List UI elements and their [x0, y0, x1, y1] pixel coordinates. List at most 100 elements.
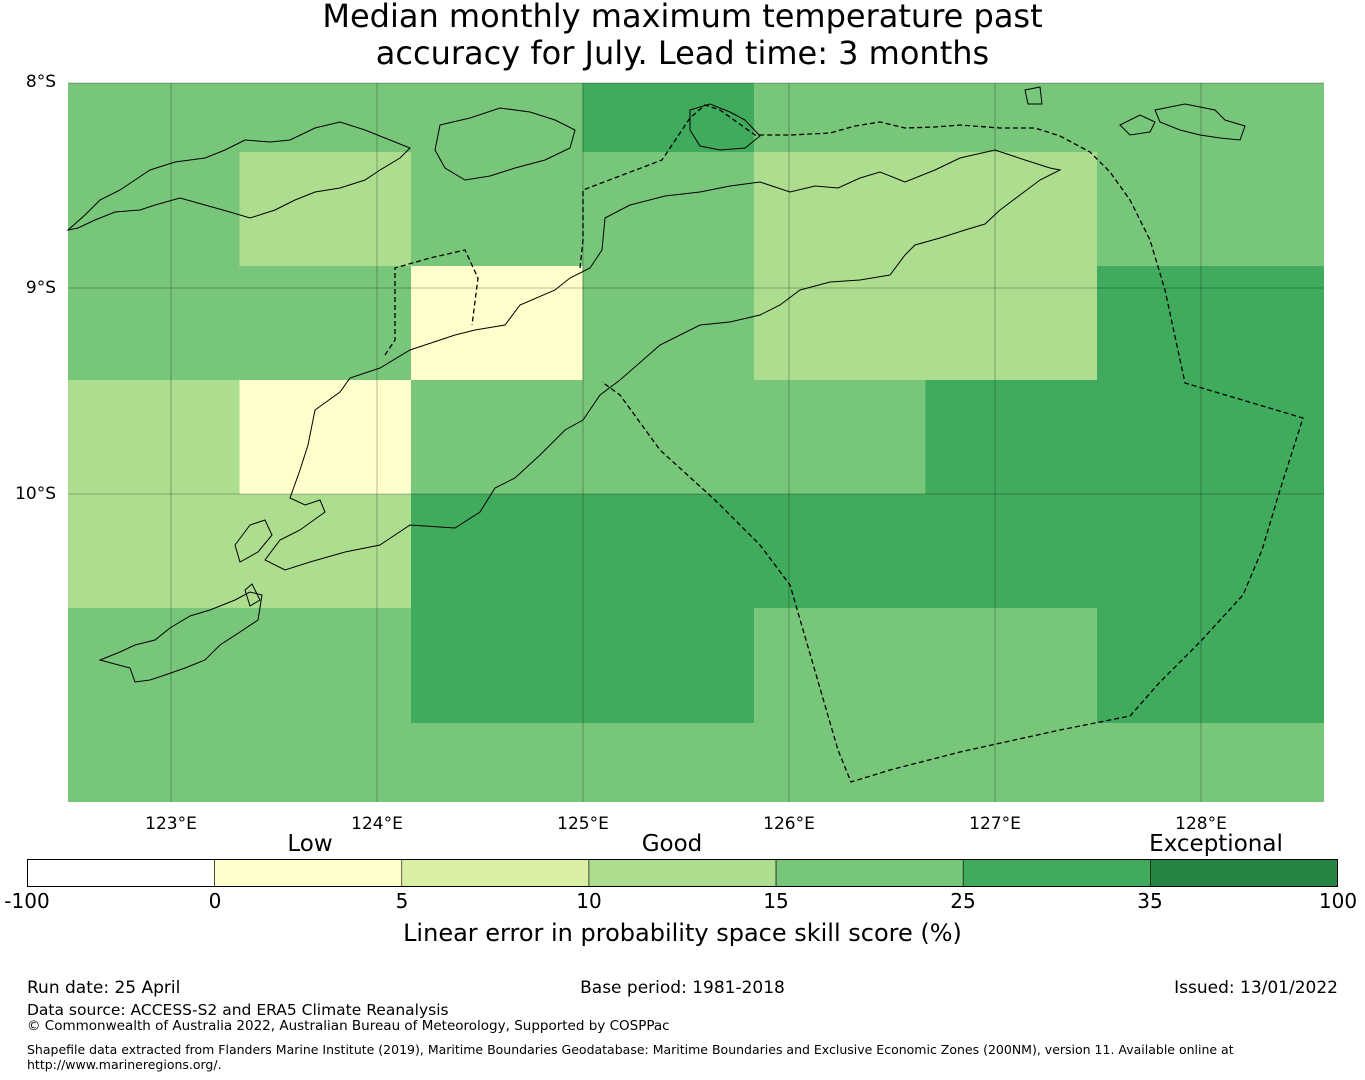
grid-cell	[754, 83, 926, 152]
lon-label-128E: 128°E	[1175, 814, 1227, 834]
grid-cell	[1097, 494, 1269, 608]
shapefile-credit-line-2: http://www.marineregions.org/.	[27, 1057, 222, 1072]
grid-cell	[582, 266, 754, 380]
lon-label-125E: 125°E	[557, 814, 609, 834]
colorbar-segment	[962, 859, 1151, 887]
category-label-exceptional: Exceptional	[1149, 831, 1283, 857]
grid-cell	[754, 266, 926, 380]
run-date: Run date: 25 April	[27, 978, 181, 998]
grid-cell	[411, 83, 583, 152]
lon-label-127E: 127°E	[969, 814, 1021, 834]
shapefile-credit-line-1: Shapefile data extracted from Flanders M…	[27, 1042, 1234, 1057]
grid-cell	[239, 494, 411, 608]
grid-cell	[239, 723, 411, 802]
base-period: Base period: 1981-2018	[580, 978, 785, 998]
grid-cell	[754, 152, 926, 266]
grid-cell	[68, 608, 240, 723]
colorbar	[27, 859, 1338, 887]
skill-grid-cells	[68, 83, 1324, 802]
colorbar-segment	[1150, 859, 1338, 887]
grid-cell	[68, 723, 240, 802]
grid-cell	[411, 723, 583, 802]
grid-cell	[68, 494, 240, 608]
coastlines	[66, 86, 1246, 683]
grid-cell	[582, 83, 754, 152]
grid-cell	[754, 723, 926, 802]
colorbar-segment	[588, 859, 777, 887]
grid-cell	[239, 608, 411, 723]
grid-cell	[1268, 266, 1324, 380]
colorbar-tick: 100	[1318, 889, 1358, 913]
eez-boundaries	[384, 104, 1304, 783]
map-title-line-2: accuracy for July. Lead time: 3 months	[375, 34, 990, 72]
grid-cell	[925, 494, 1097, 608]
east-islands-coast	[1024, 86, 1246, 141]
colorbar-tick: -100	[4, 889, 50, 913]
timor-island-coast	[264, 149, 1062, 571]
grid-cell	[239, 83, 411, 152]
grid-cell	[239, 380, 411, 494]
sawu-rote-coast	[234, 519, 273, 607]
colorbar-segment	[775, 859, 964, 887]
grid-cell	[754, 608, 926, 723]
colorbar-tick: 35	[1137, 889, 1163, 913]
colorbar-segment	[214, 859, 403, 887]
data-source: Data source: ACCESS-S2 and ERA5 Climate …	[27, 1001, 449, 1019]
lon-label-123E: 123°E	[145, 814, 197, 834]
grid-cell	[411, 266, 583, 380]
grid-cell	[1268, 152, 1324, 266]
grid-cell	[1097, 152, 1269, 266]
graticule	[68, 82, 1324, 802]
grid-cell	[68, 380, 240, 494]
grid-cell	[925, 723, 1097, 802]
grid-cell	[239, 266, 411, 380]
lon-label-126E: 126°E	[763, 814, 815, 834]
grid-cell	[1097, 266, 1269, 380]
grid-cell	[1268, 494, 1324, 608]
colorbar-tick: 15	[763, 889, 789, 913]
grid-cell	[582, 152, 754, 266]
lat-label-9S: 9°S	[25, 278, 56, 298]
category-label-low: Low	[287, 831, 333, 857]
grid-cell	[411, 152, 583, 266]
colorbar-tick: 0	[208, 889, 222, 913]
sumba-coast	[98, 591, 263, 683]
lat-label-8S: 8°S	[25, 72, 56, 92]
colorbar-segment	[401, 859, 590, 887]
grid-cell	[411, 608, 583, 723]
grid-cell	[925, 152, 1097, 266]
eez-boundary-oecusse	[384, 249, 479, 356]
grid-cell	[68, 152, 240, 266]
grid-cell	[582, 380, 754, 494]
grid-cell	[582, 723, 754, 802]
grid-cell	[239, 152, 411, 266]
colorbar-tick: 25	[950, 889, 976, 913]
eez-boundary-timor-leste	[579, 104, 1304, 783]
colorbar-tick: 5	[395, 889, 409, 913]
copyright-notice: © Commonwealth of Australia 2022, Austra…	[27, 1018, 670, 1034]
grid-cell	[68, 83, 240, 152]
grid-cell	[411, 380, 583, 494]
colorbar-title: Linear error in probability space skill …	[403, 919, 962, 947]
issued-date: Issued: 13/01/2022	[1174, 978, 1338, 998]
grid-cell	[1097, 380, 1269, 494]
grid-cell	[1097, 83, 1269, 152]
grid-cell	[754, 494, 926, 608]
map-title-line-1: Median monthly maximum temperature past	[322, 0, 1043, 35]
grid-cell	[925, 266, 1097, 380]
lat-label-10S: 10°S	[15, 484, 56, 504]
alor-coast	[434, 107, 576, 181]
grid-cell	[925, 608, 1097, 723]
grid-cell	[582, 494, 754, 608]
flores-coast	[66, 121, 411, 231]
colorbar-outline	[27, 859, 1338, 887]
grid-cell	[1268, 723, 1324, 802]
colorbar-segment	[27, 859, 215, 887]
grid-cell	[68, 266, 240, 380]
lon-label-124E: 124°E	[351, 814, 403, 834]
colorbar-tick: 10	[576, 889, 602, 913]
category-label-good: Good	[641, 831, 703, 857]
grid-cell	[754, 380, 926, 494]
wetar-coast	[689, 103, 761, 151]
